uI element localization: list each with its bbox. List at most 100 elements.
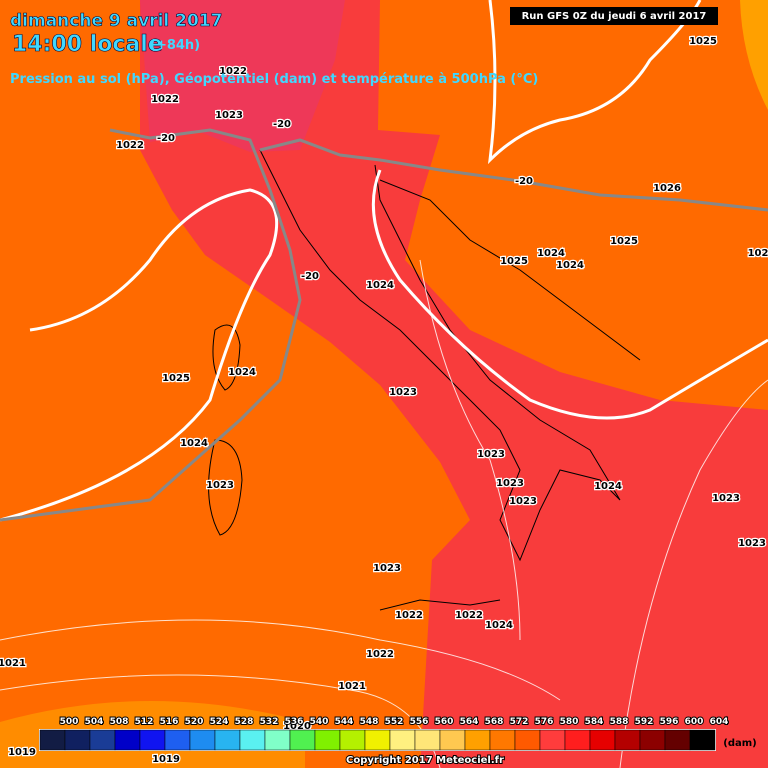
isobar-label: 1023	[389, 387, 417, 398]
isobar	[487, 0, 702, 165]
isobar-label: 1022	[116, 140, 144, 151]
legend-value: 588	[610, 717, 629, 727]
isobar	[0, 674, 441, 768]
isobar-label: 1019	[8, 747, 36, 758]
isobar-label: 1023	[738, 538, 766, 549]
isobar-label: 1022	[366, 649, 394, 660]
legend-value: 508	[110, 717, 129, 727]
temp-zone	[140, 0, 345, 152]
legend-swatch	[639, 729, 666, 751]
copyright: Copyright 2017 Meteociel.fr	[346, 755, 504, 766]
isobar-label: 1022	[395, 610, 423, 621]
legend-value: 596	[660, 717, 679, 727]
legend-swatch	[114, 729, 141, 751]
coastlines	[208, 149, 641, 611]
isobar-label: -20	[301, 271, 319, 282]
legend-value: 592	[635, 717, 654, 727]
legend-value: 568	[485, 717, 504, 727]
legend-swatch	[164, 729, 191, 751]
coastline	[208, 439, 243, 536]
isobar	[0, 619, 561, 701]
legend-swatch	[339, 729, 366, 751]
coastline	[212, 324, 241, 391]
isobar-label: 1021	[0, 658, 26, 669]
legend-value: 500	[60, 717, 79, 727]
isobar-label: 1022	[455, 610, 483, 621]
legend-swatch	[664, 729, 691, 751]
isobar-label: 1024	[537, 248, 565, 259]
legend-value: 504	[85, 717, 104, 727]
time: 14:00 locale	[12, 32, 163, 57]
legend-value: 540	[310, 717, 329, 727]
run-info: Run GFS 0Z du jeudi 6 avril 2017	[522, 11, 707, 22]
isobar-label: 1023	[712, 493, 740, 504]
coastline	[379, 599, 501, 611]
coastline	[379, 179, 641, 361]
legend-swatch	[439, 729, 466, 751]
legend-swatch	[264, 729, 291, 751]
isobar-label: 1025	[689, 36, 717, 47]
isobar-label: 102	[748, 248, 768, 259]
geopotential	[0, 128, 302, 522]
legend-value: 512	[135, 717, 154, 727]
isobar-label: 1019	[152, 754, 180, 765]
isobar	[0, 188, 279, 522]
legend-value: 584	[585, 717, 604, 727]
geopotential	[259, 138, 768, 212]
legend-value: 564	[460, 717, 479, 727]
isobar-label: 1023	[215, 110, 243, 121]
legend-value: 516	[160, 717, 179, 727]
legend-swatch	[589, 729, 616, 751]
isobar	[371, 169, 768, 420]
legend-value: 604	[710, 717, 729, 727]
isobar-label: 1024	[228, 367, 256, 378]
legend-value: 572	[510, 717, 529, 727]
legend-swatch	[239, 729, 266, 751]
isobar-label: 1023	[477, 449, 505, 460]
lead-time: (+84h)	[150, 38, 200, 53]
isobar-label: 1023	[373, 563, 401, 574]
legend: 500 504 508 512 516 520 524 528 532 536 540 544 548 5…	[39, 716, 729, 751]
legend-value: 552	[385, 717, 404, 727]
coastline	[259, 149, 621, 562]
isobar-label: 1022	[151, 94, 179, 105]
isobar-label: 1022	[219, 66, 247, 77]
legend-unit: (dam)	[723, 738, 756, 749]
isobar-label: 1025	[162, 373, 190, 384]
legend-swatch	[614, 729, 641, 751]
legend-swatch	[464, 729, 491, 751]
legend-swatch	[64, 729, 91, 751]
legend-swatch	[139, 729, 166, 751]
isobar-label: 1024	[594, 481, 622, 492]
legend-value: 600	[685, 717, 704, 727]
isobar-label: 1021	[338, 681, 366, 692]
legend-value: 556	[410, 717, 429, 727]
isobar-labels: 1025 1022 1022 1023 -20 -20 1022 -20 1026 1025 102…	[0, 35, 768, 767]
isobars-thin	[0, 259, 768, 768]
legend-value: 576	[535, 717, 554, 727]
legend-swatch	[214, 729, 241, 751]
isobar	[619, 379, 768, 768]
subtitle: Pression au sol (hPa), Géopotentiel (dam…	[10, 72, 538, 87]
legend-swatch	[539, 729, 566, 751]
legend-swatch	[289, 729, 316, 751]
isobar-label: 1026	[653, 183, 681, 194]
isobar-label: 1023	[496, 478, 524, 489]
isobar-label: 1023	[509, 496, 537, 507]
legend-value: 532	[260, 717, 279, 727]
isobar-label: 1024	[180, 438, 208, 449]
temp-zone	[740, 0, 768, 110]
isobar-label: -20	[515, 176, 533, 187]
geopotential-lines	[0, 128, 768, 522]
legend-value: 580	[560, 717, 579, 727]
isobar	[419, 259, 521, 641]
legend-swatch	[514, 729, 541, 751]
legend-value: 528	[235, 717, 254, 727]
legend-value: 536	[285, 717, 304, 727]
legend-swatch	[189, 729, 216, 751]
legend-swatch	[39, 729, 66, 751]
legend-value: 544	[335, 717, 354, 727]
isobars	[0, 0, 768, 522]
legend-swatch	[389, 729, 416, 751]
